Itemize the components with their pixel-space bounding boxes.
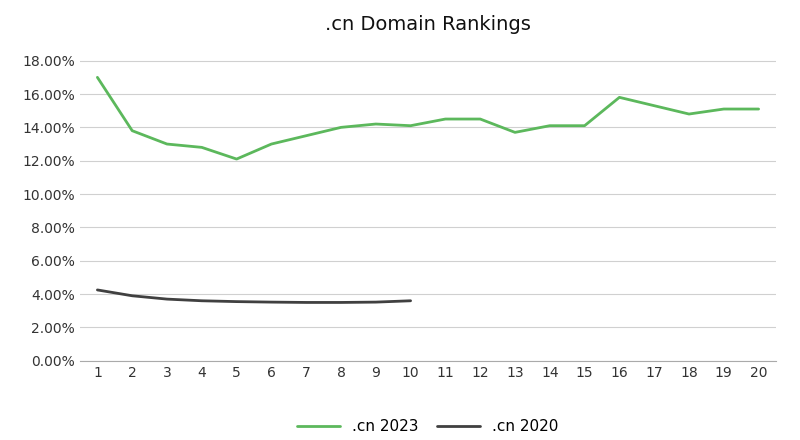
- .cn 2020: [162, 297, 172, 302]
- .cn 2023: [336, 125, 346, 130]
- .cn 2023: [510, 130, 520, 135]
- .cn 2020: [232, 299, 242, 304]
- .cn 2020: [266, 300, 276, 305]
- .cn 2020: [302, 300, 311, 305]
- .cn 2020: [93, 287, 102, 293]
- .cn 2023: [754, 106, 763, 112]
- .cn 2023: [441, 117, 450, 122]
- .cn 2023: [406, 123, 415, 128]
- .cn 2020: [336, 300, 346, 305]
- .cn 2023: [684, 111, 694, 117]
- Title: .cn Domain Rankings: .cn Domain Rankings: [325, 15, 531, 34]
- .cn 2020: [371, 300, 381, 305]
- .cn 2023: [475, 117, 485, 122]
- .cn 2023: [197, 145, 206, 150]
- .cn 2023: [162, 141, 172, 147]
- Line: .cn 2020: .cn 2020: [98, 290, 410, 302]
- .cn 2023: [614, 95, 624, 100]
- Legend: .cn 2023, .cn 2020: .cn 2023, .cn 2020: [298, 419, 558, 434]
- .cn 2023: [719, 106, 729, 112]
- .cn 2023: [127, 128, 137, 133]
- .cn 2023: [232, 156, 242, 161]
- Line: .cn 2023: .cn 2023: [98, 77, 758, 159]
- .cn 2023: [650, 103, 659, 108]
- .cn 2023: [580, 123, 590, 128]
- .cn 2023: [545, 123, 554, 128]
- .cn 2023: [266, 141, 276, 147]
- .cn 2023: [93, 75, 102, 80]
- .cn 2023: [371, 121, 381, 127]
- .cn 2023: [302, 133, 311, 138]
- .cn 2020: [197, 298, 206, 304]
- .cn 2020: [127, 293, 137, 298]
- .cn 2020: [406, 298, 415, 304]
